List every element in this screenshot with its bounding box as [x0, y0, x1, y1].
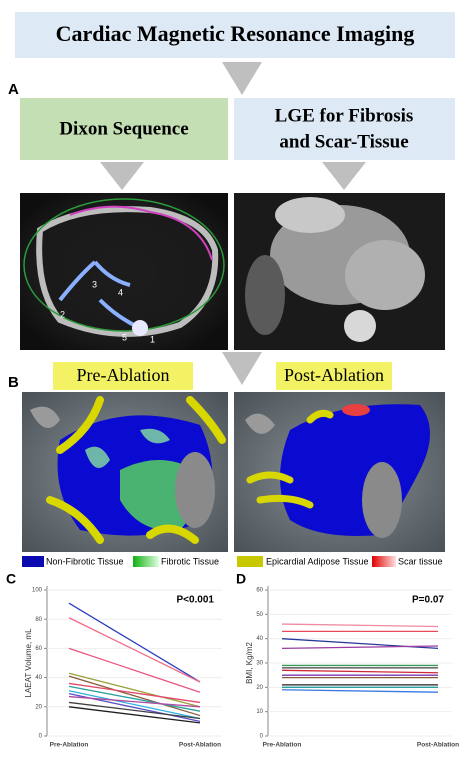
x-tick-label: Pre-Ablation	[50, 742, 89, 749]
y-tick-label: 0	[260, 734, 264, 740]
arrow	[322, 162, 366, 190]
y-tick-label: 10	[256, 709, 263, 715]
post-render	[234, 392, 445, 552]
series-line	[68, 602, 201, 683]
series-line	[68, 672, 201, 708]
series-line	[68, 647, 201, 693]
legend-label: Epicardial Adipose Tissue	[266, 556, 369, 566]
y-tick-label: 100	[32, 588, 43, 594]
y-tick-label: 80	[35, 617, 42, 623]
legend-label: Scar tissue	[398, 556, 443, 566]
y-tick-label: 50	[256, 612, 263, 618]
title-box	[15, 12, 455, 58]
image-label: 1	[150, 334, 155, 344]
annotation: P=0.07	[412, 595, 444, 606]
y-tick-label: 0	[39, 734, 43, 740]
series-line	[281, 623, 439, 628]
legend-label: Fibrotic Tissue	[161, 556, 219, 566]
lge-image	[234, 193, 445, 350]
x-tick-label: Post-Ablation	[179, 742, 221, 749]
y-axis-label: LAEAT Volume, mL	[24, 628, 33, 698]
series-line	[68, 682, 201, 704]
annotation: P<0.001	[176, 595, 214, 606]
image-label: 5	[122, 332, 127, 342]
y-tick-label: 60	[256, 588, 263, 594]
lge-label: LGE for Fibrosis	[275, 105, 414, 126]
pre-box	[53, 362, 193, 390]
series-line	[68, 675, 201, 717]
arrow	[222, 352, 262, 385]
x-tick-label: Post-Ablation	[417, 742, 459, 749]
legend-swatch	[133, 556, 159, 567]
lge-label: and Scar-Tissue	[279, 131, 408, 152]
post-box	[276, 362, 392, 390]
pre-render	[22, 392, 228, 552]
arrow	[100, 162, 144, 190]
series-line	[68, 690, 201, 720]
series-line	[68, 685, 201, 712]
lge-box	[234, 98, 455, 160]
y-axis-label: BMI, Kg/m2	[245, 642, 254, 684]
pre-label: Pre-Ablation	[77, 365, 170, 385]
image-label: 2	[60, 309, 65, 319]
y-tick-label: 30	[256, 661, 263, 667]
dixon-box	[20, 98, 228, 160]
y-tick-label: 20	[35, 704, 42, 710]
y-tick-label: 40	[256, 636, 263, 642]
series-line	[281, 645, 439, 650]
dixon-label: Dixon Sequence	[59, 118, 188, 139]
image-label: 4	[118, 287, 123, 297]
panel-label: A	[8, 81, 19, 98]
series-line	[68, 701, 201, 720]
panel-label: C	[6, 571, 16, 587]
series-line	[68, 695, 201, 708]
legend-swatch	[372, 556, 396, 567]
post-label: Post-Ablation	[284, 365, 384, 385]
image-label: 3	[92, 279, 97, 289]
series-line	[281, 689, 439, 693]
dixon-image	[20, 193, 228, 350]
y-tick-label: 40	[35, 675, 42, 681]
y-tick-label: 60	[35, 646, 42, 652]
legend-swatch	[22, 556, 44, 567]
figure-title: Cardiac Magnetic Resonance Imaging	[56, 21, 415, 46]
legend-swatch	[237, 556, 263, 567]
series-line	[68, 617, 201, 683]
legend-label: Non-Fibrotic Tissue	[46, 556, 124, 566]
series-line	[68, 706, 201, 724]
y-tick-label: 20	[256, 685, 263, 691]
series-line	[281, 669, 439, 674]
panel-label: D	[236, 571, 246, 587]
x-tick-label: Pre-Ablation	[263, 742, 302, 749]
panel-label: B	[8, 374, 19, 391]
arrow	[222, 62, 262, 95]
